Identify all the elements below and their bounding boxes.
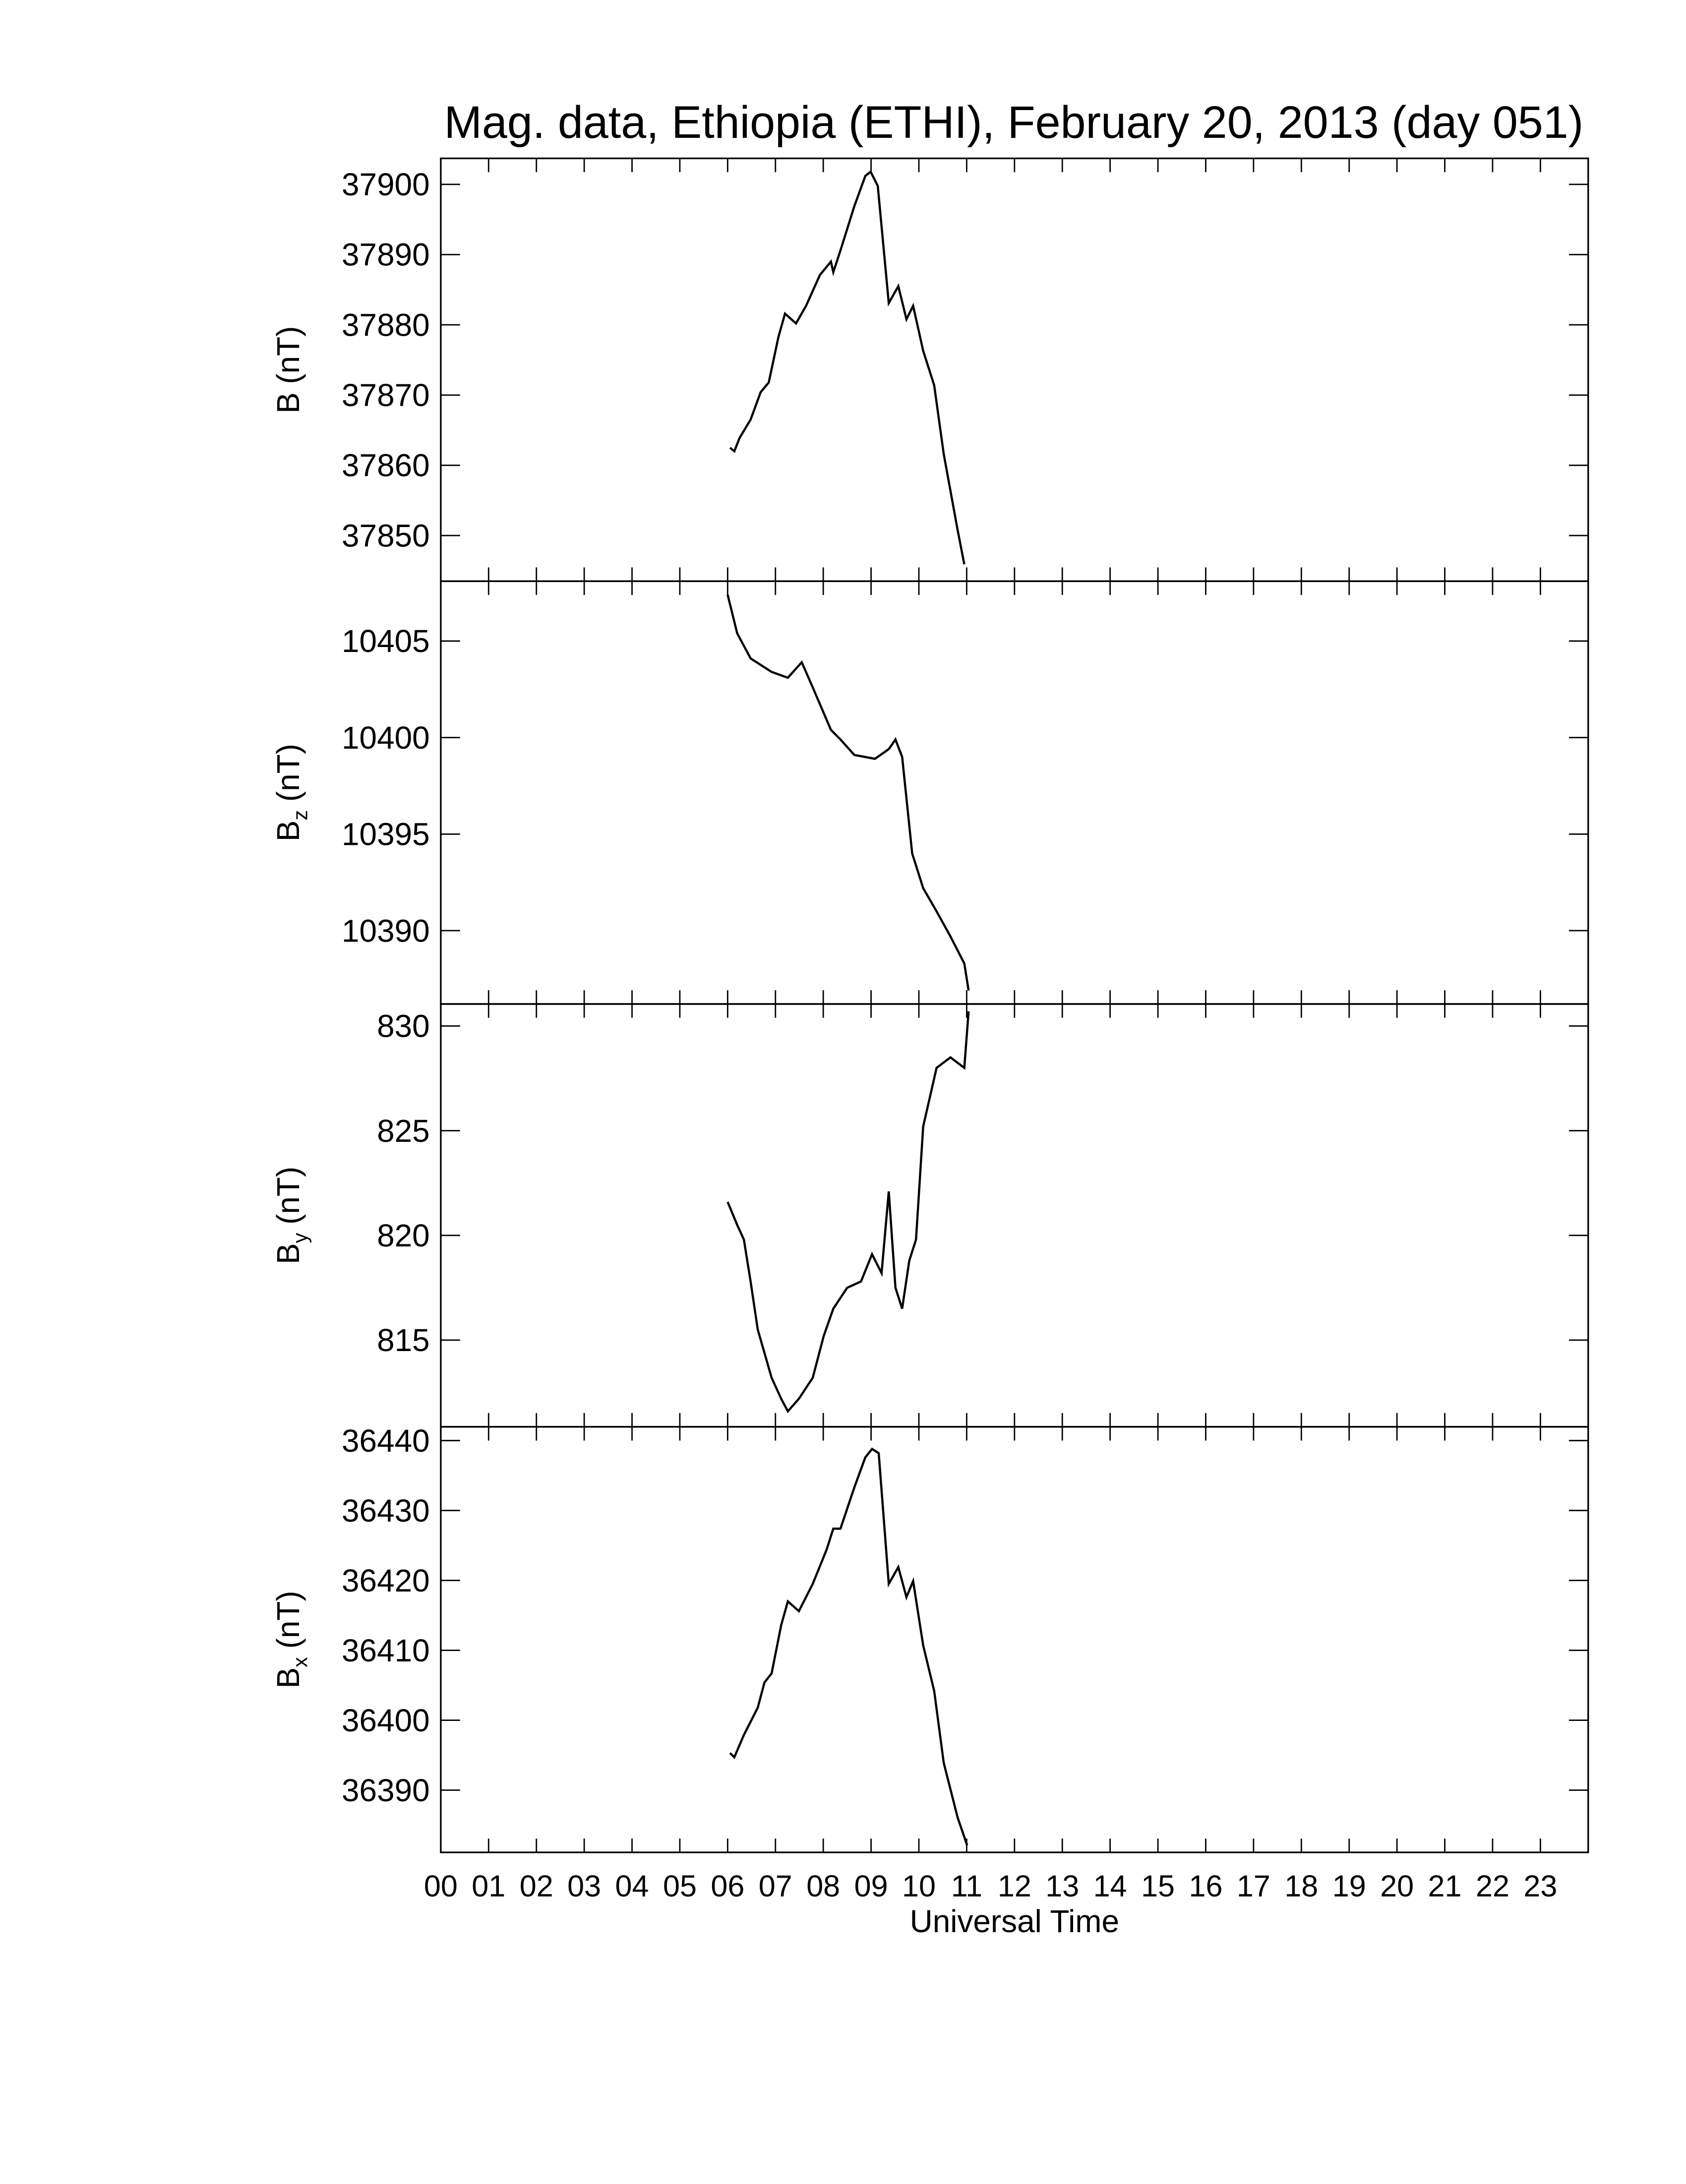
data-line (726, 1011, 970, 1414)
y-axis-label-unit: (nT) (270, 1591, 306, 1649)
y-axis-label-unit: (nT) (270, 326, 306, 384)
y-axis-label-main: B (270, 821, 306, 842)
y-tick-label: 830 (377, 1008, 430, 1044)
y-axis-label-unit: (nT) (270, 744, 306, 802)
x-tick-label: 06 (711, 1869, 744, 1903)
x-tick-label: 04 (615, 1869, 649, 1903)
y-tick-label: 10400 (342, 720, 430, 756)
y-tick-label: 10390 (342, 913, 430, 948)
data-line (729, 170, 965, 565)
y-tick-label: 36440 (342, 1423, 430, 1459)
x-tick-label: 23 (1523, 1869, 1557, 1903)
panel-frame (440, 157, 1589, 582)
x-tick-label: 19 (1332, 1869, 1366, 1903)
x-tick-label: 18 (1284, 1869, 1318, 1903)
x-tick-label: 15 (1141, 1869, 1175, 1903)
x-tick-label: 12 (998, 1869, 1031, 1903)
y-tick-label: 815 (377, 1322, 430, 1358)
y-axis-label-main: B (270, 1243, 306, 1264)
x-tick-label: 03 (567, 1869, 601, 1903)
y-tick-label: 820 (377, 1218, 430, 1253)
y-axis-label: By (nT) (270, 1167, 312, 1264)
x-tick-label: 10 (902, 1869, 936, 1903)
panel-frame (440, 580, 1589, 1005)
x-tick-label: 13 (1045, 1869, 1079, 1903)
panel-frame (440, 1003, 1589, 1428)
y-tick-label: 37860 (342, 448, 430, 483)
x-tick-label: 07 (759, 1869, 792, 1903)
y-tick-label: 36400 (342, 1703, 430, 1738)
y-axis-label-sub: x (288, 1657, 311, 1667)
y-axis-label-main: B (270, 1667, 306, 1689)
y-axis-label-sub: y (288, 1233, 311, 1243)
y-tick-label: 37870 (342, 377, 430, 413)
y-axis-label: Bx (nT) (270, 1591, 312, 1688)
data-line (726, 594, 970, 991)
x-axis-label: Universal Time (910, 1903, 1119, 1939)
y-tick-label: 10405 (342, 623, 430, 659)
y-axis-label-main: B (270, 392, 306, 413)
x-tick-label: 08 (806, 1869, 840, 1903)
y-axis-label: B (nT) (270, 326, 306, 413)
y-tick-label: 37850 (342, 518, 430, 553)
y-tick-label: 36420 (342, 1563, 430, 1598)
panel-frame (440, 1426, 1589, 1853)
x-tick-label: 00 (424, 1869, 458, 1903)
y-axis-label-sub: z (288, 810, 311, 821)
x-tick-label: 20 (1380, 1869, 1414, 1903)
x-tick-label: 16 (1189, 1869, 1222, 1903)
data-line (729, 1447, 968, 1846)
y-tick-label: 37900 (342, 167, 430, 202)
x-tick-label: 01 (472, 1869, 505, 1903)
y-tick-label: 36390 (342, 1772, 430, 1808)
y-axis-label-unit: (nT) (270, 1167, 306, 1225)
y-axis-label: Bz (nT) (270, 744, 312, 841)
y-tick-label: 10395 (342, 817, 430, 852)
x-tick-label: 09 (854, 1869, 888, 1903)
y-tick-label: 36430 (342, 1493, 430, 1529)
x-tick-label: 17 (1237, 1869, 1270, 1903)
x-tick-label: 21 (1428, 1869, 1462, 1903)
chart-title: Mag. data, Ethiopia (ETHI), February 20,… (444, 97, 1584, 148)
y-tick-label: 825 (377, 1113, 430, 1149)
y-tick-label: 37890 (342, 237, 430, 273)
x-tick-label: 11 (951, 1869, 982, 1903)
x-tick-label: 02 (520, 1869, 553, 1903)
x-tick-label: 05 (663, 1869, 697, 1903)
x-tick-label: 14 (1093, 1869, 1127, 1903)
x-tick-label: 22 (1476, 1869, 1509, 1903)
y-tick-label: 36410 (342, 1633, 430, 1668)
y-tick-label: 37880 (342, 307, 430, 343)
